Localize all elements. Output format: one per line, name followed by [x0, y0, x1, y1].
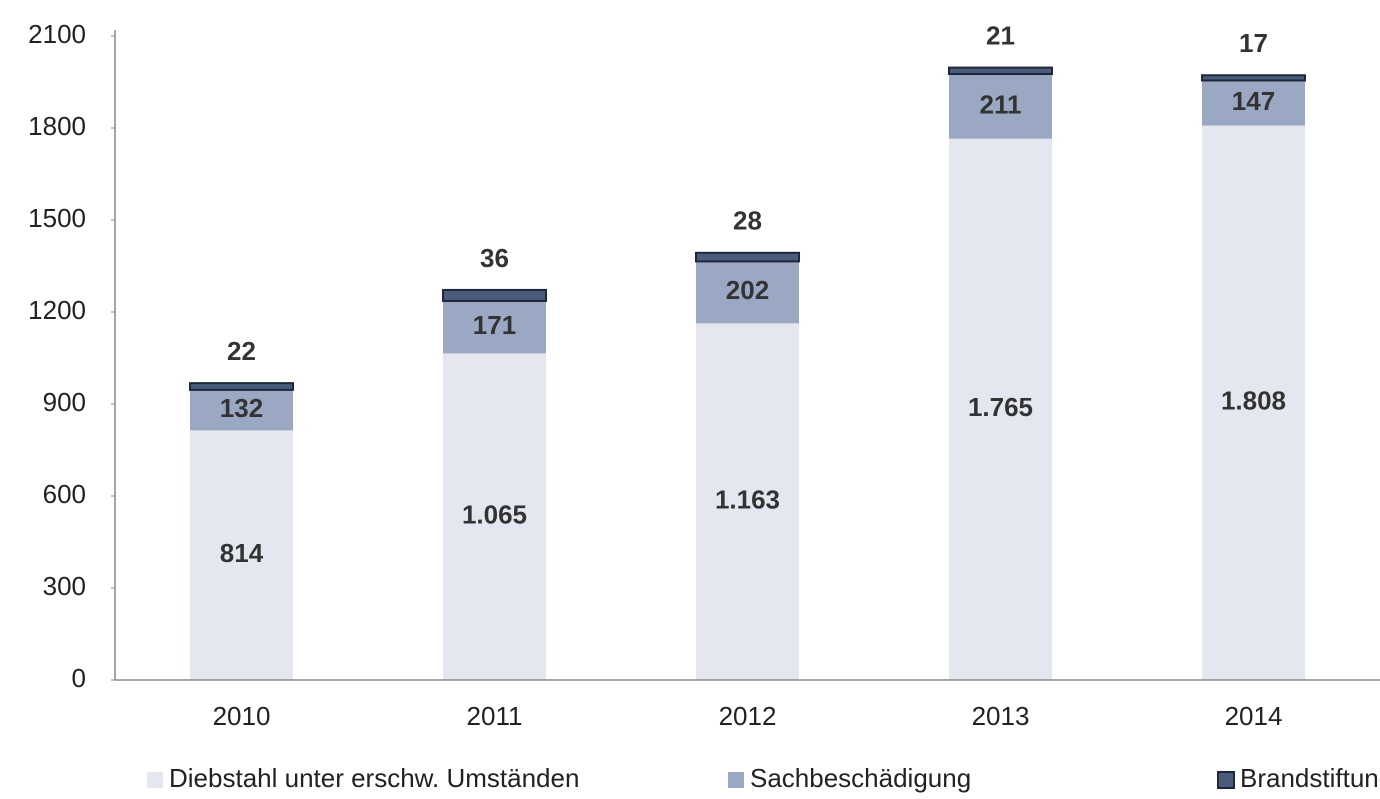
bar-segment: [189, 382, 294, 391]
y-tick-label: 2100: [28, 19, 86, 49]
x-tick-label: 2012: [719, 701, 777, 731]
data-label: 21: [986, 20, 1015, 50]
y-tick-label: 300: [43, 571, 86, 601]
bar-segment: [695, 251, 800, 263]
bar-segment: [949, 74, 1052, 139]
bar-segment: [443, 300, 546, 354]
data-label: 17: [1239, 28, 1268, 58]
bar-segment: [190, 389, 293, 431]
y-tick-label: 1500: [28, 203, 86, 233]
y-tick-label: 0: [72, 663, 86, 693]
x-tick-label: 2013: [972, 701, 1030, 731]
data-label: 22: [227, 336, 256, 366]
data-label: 1.765: [968, 392, 1033, 422]
legend-swatch: [728, 772, 744, 788]
bar-segment: [696, 261, 799, 324]
bar-segment: [442, 288, 547, 302]
data-label: 147: [1232, 86, 1275, 116]
y-tick-label: 600: [43, 479, 86, 509]
data-label: 36: [480, 243, 509, 273]
data-label: 1.808: [1221, 386, 1286, 416]
y-tick-label: 900: [43, 387, 86, 417]
bar-segment: [1202, 125, 1305, 680]
legend-label: Diebstahl unter erschw. Umständen: [169, 763, 579, 793]
data-label: 171: [473, 310, 516, 340]
bar-segment: [443, 353, 546, 680]
data-label: 132: [220, 393, 263, 423]
data-label: 814: [220, 538, 264, 568]
bar-segment: [696, 323, 799, 680]
x-tick-label: 2010: [213, 701, 271, 731]
legend-label: Brandstiftung: [1240, 763, 1380, 793]
bar-segment: [1202, 80, 1305, 126]
data-label: 1.163: [715, 485, 780, 515]
data-label: 1.065: [462, 500, 527, 530]
bar-segment: [948, 66, 1053, 76]
bar-segment: [190, 430, 293, 680]
bar-segment: [1201, 74, 1306, 82]
bar-segment: [949, 138, 1052, 680]
y-tick-label: 1200: [28, 295, 86, 325]
legend-swatch: [147, 772, 163, 788]
legend-label: Sachbeschädigung: [750, 763, 971, 793]
data-label: 28: [733, 206, 762, 236]
y-tick-label: 1800: [28, 111, 86, 141]
x-tick-label: 2014: [1225, 701, 1283, 731]
x-tick-label: 2011: [467, 701, 523, 731]
data-label: 202: [726, 275, 769, 305]
data-label: 211: [980, 89, 1022, 119]
legend-swatch: [1217, 771, 1235, 789]
